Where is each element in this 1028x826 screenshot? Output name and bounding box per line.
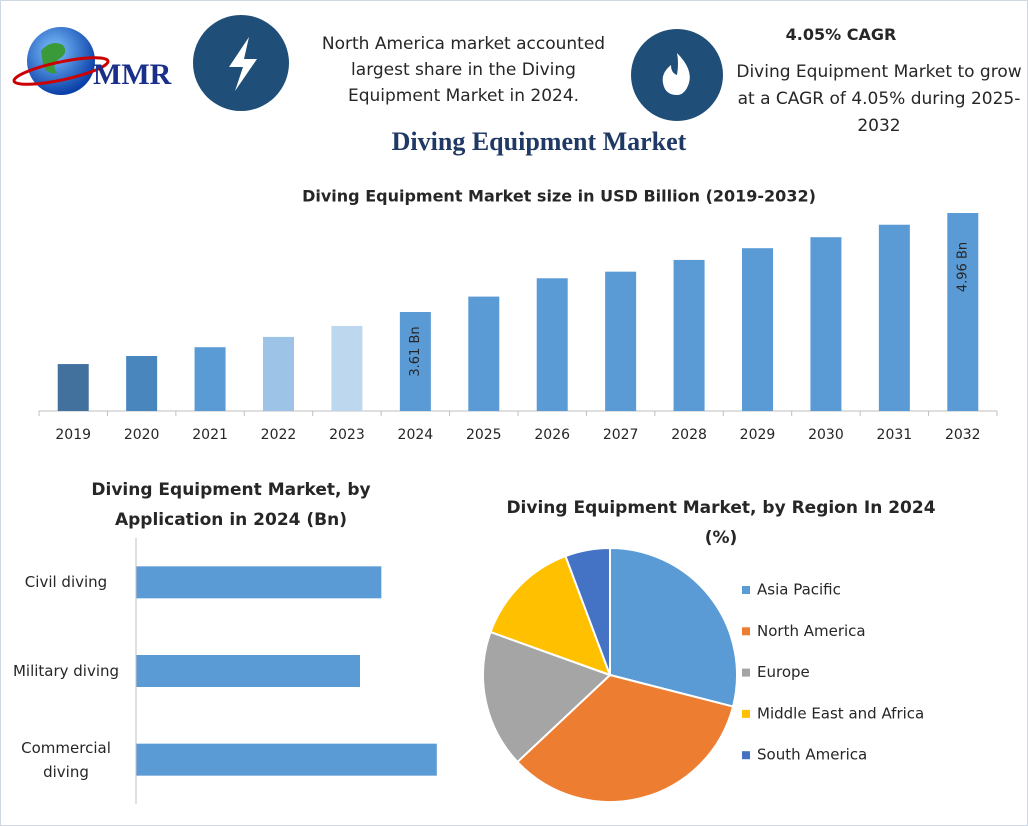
bar xyxy=(57,364,89,411)
x-tick-label: 2027 xyxy=(603,427,639,443)
x-tick-label: 2028 xyxy=(671,427,707,443)
bar xyxy=(136,566,382,599)
x-tick-label: 2030 xyxy=(808,427,844,443)
bar xyxy=(136,655,360,687)
x-tick-label: 2024 xyxy=(398,427,434,443)
legend-label: South America xyxy=(757,746,867,764)
legend-marker xyxy=(742,668,750,677)
bar xyxy=(136,743,437,776)
bar xyxy=(194,347,226,411)
legend-label: Europe xyxy=(757,663,810,681)
data-label: 4.96 Bn xyxy=(955,242,970,292)
bolt-icon xyxy=(229,37,257,91)
pie-slice xyxy=(489,554,612,677)
main-title: Diving Equipment Market xyxy=(392,127,687,156)
x-tick-label: 2022 xyxy=(261,427,297,443)
bar xyxy=(331,325,363,411)
legend-marker xyxy=(742,627,750,636)
cagr-title: 4.05% CAGR xyxy=(785,25,897,44)
bar xyxy=(742,248,773,411)
x-tick-label: 2032 xyxy=(945,427,981,443)
legend-marker xyxy=(742,586,750,594)
bar xyxy=(468,296,500,411)
x-tick-label: 2025 xyxy=(466,427,502,443)
chart-title: Diving Equipment Market, by Application … xyxy=(91,480,371,530)
bar xyxy=(605,271,637,411)
bar xyxy=(126,356,158,411)
pie-slice xyxy=(564,546,611,676)
logo-ring xyxy=(12,56,110,86)
y-tick-label: Civil diving xyxy=(24,573,108,592)
pie-slice xyxy=(516,673,735,803)
legend-label: North America xyxy=(757,622,866,640)
legend-marker xyxy=(742,709,750,718)
y-tick-label: Commercial diving xyxy=(21,738,111,781)
x-tick-label: 2019 xyxy=(55,427,91,443)
logo-text: MMR xyxy=(93,58,172,91)
x-tick-label: 2026 xyxy=(534,427,570,443)
bar xyxy=(947,213,979,411)
y-tick-label: Military diving xyxy=(12,662,120,680)
x-tick-label: 2031 xyxy=(877,427,913,443)
bar xyxy=(263,336,294,411)
bar xyxy=(399,312,431,411)
chart-title: Diving Equipment Market size in USD Bill… xyxy=(302,187,816,206)
x-tick-label: 2021 xyxy=(192,427,228,443)
bar xyxy=(878,224,910,411)
bar xyxy=(673,259,705,411)
x-tick-label: 2023 xyxy=(329,427,365,443)
pie-slice xyxy=(609,546,738,708)
chart-title: Diving Equipment Market, by Region In 20… xyxy=(506,498,936,548)
legend-label: Middle East and Africa xyxy=(757,704,924,722)
x-tick-label: 2020 xyxy=(124,427,160,443)
header-left-text: North America market accounted largest s… xyxy=(321,34,606,106)
bar xyxy=(536,278,568,411)
legend-label: Asia Pacific xyxy=(757,581,841,599)
x-tick-label: 2029 xyxy=(740,427,776,443)
data-label: 3.61 Bn xyxy=(408,326,423,376)
cagr-text: Diving Equipment Market to grow at a CAG… xyxy=(736,62,1022,136)
flame-icon xyxy=(662,53,690,95)
legend-marker xyxy=(742,751,750,760)
bar xyxy=(810,237,842,411)
